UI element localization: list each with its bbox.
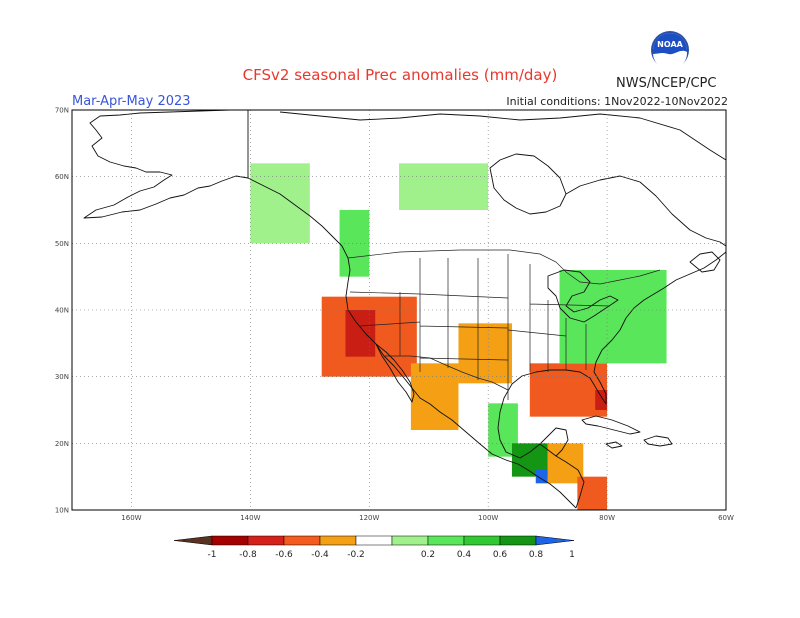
coastline-baja [375,343,415,403]
colorbar-segment [463,535,501,546]
coastline-newfoundland [689,251,721,273]
coastline-west [247,177,577,509]
lon-label: 140W [240,514,260,522]
coastline-arctic [279,111,727,161]
colorbar-label: -1 [208,550,217,560]
colorbar-label: 1 [569,550,575,560]
state-lines [349,254,611,400]
lon-label: 100W [478,514,498,522]
colorbar-label: 0.2 [421,550,435,560]
colorbar-segment [355,535,393,546]
anomaly-region-14 [535,470,548,484]
coastline-hudson [489,153,567,215]
noaa-logo: NOAA [650,30,690,71]
lat-label: 50N [55,240,69,248]
colorbar-segment [211,535,249,546]
coastline-labrador [565,175,727,247]
latitude-labels: 70N 60N 50N 40N 30N 20N 10N [55,107,69,515]
colorbar-segment [319,535,357,546]
colorbar-label: -0.6 [275,550,293,560]
us-canada-border [347,249,661,285]
coastlines [83,109,727,509]
colorbar-label: 0.8 [529,550,544,560]
colorbar-segment [427,535,465,546]
colorbar-arrow-left [173,535,213,546]
colorbar-label: -0.4 [311,550,329,560]
anomaly-region-11 [559,270,667,364]
lat-label: 10N [55,507,69,515]
lat-label: 20N [55,440,69,448]
longitude-labels: 160W 140W 120W 100W 80W 60W [121,514,734,522]
coastline-hispaniola [643,435,673,447]
political-boundaries [347,249,661,400]
season-label: Mar-Apr-May 2023 [72,94,191,109]
colorbar-segment [391,535,429,546]
anomaly-region-8 [250,163,310,244]
colorbar-segment [499,535,537,546]
coastline-alaska [83,109,249,219]
colorbar-arrow-right [535,535,575,546]
coastline-yucatan [539,427,569,457]
colorbar-label: -0.8 [239,550,257,560]
map-frame [71,109,727,511]
colorbar: -1 -0.8 -0.6 -0.4 -0.2 0.2 0.4 0.6 0.8 1 [173,535,575,560]
anomaly-region-5 [595,390,608,410]
map-title: CFSv2 seasonal Prec anomalies (mm/day) [242,66,558,84]
anomaly-region-1 [345,310,376,357]
initial-conditions-label: Initial conditions: 1Nov2022-10Nov2022 [506,95,728,108]
lat-label: 60N [55,173,69,181]
agency-label: NWS/NCEP/CPC [616,76,717,91]
colorbar-segment [283,535,321,546]
colorbar-segment [247,535,285,546]
colorbar-label: 0.6 [493,550,508,560]
colorbar-label: 0.4 [457,550,472,560]
svg-text:NOAA: NOAA [657,40,683,49]
anomaly-shading [250,163,667,510]
lat-label: 70N [55,107,69,115]
coastline-east [497,251,727,509]
great-lakes [547,269,619,323]
lon-label: 120W [359,514,379,522]
coastline-jamaica [605,441,623,449]
us-mexico-border [384,355,509,391]
lon-label: 80W [599,514,615,522]
anomaly-region-3 [458,323,512,384]
coastline-cuba [581,415,641,435]
anomaly-region-7 [577,476,608,510]
lon-label: 60W [718,514,734,522]
anomaly-region-10 [399,163,489,210]
colorbar-label: -0.2 [347,550,365,560]
lon-label: 160W [121,514,141,522]
lat-label: 40N [55,307,69,315]
lat-label: 30N [55,373,69,381]
